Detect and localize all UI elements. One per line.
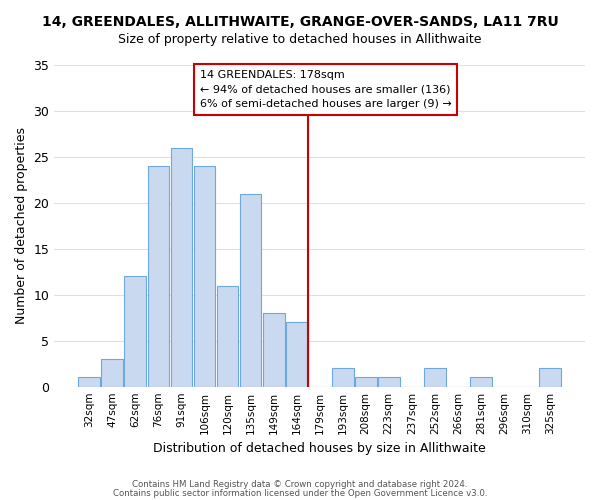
Text: 14, GREENDALES, ALLITHWAITE, GRANGE-OVER-SANDS, LA11 7RU: 14, GREENDALES, ALLITHWAITE, GRANGE-OVER… xyxy=(41,15,559,29)
Bar xyxy=(470,378,492,386)
Bar xyxy=(124,276,146,386)
Bar xyxy=(332,368,353,386)
Bar xyxy=(378,378,400,386)
Bar xyxy=(217,286,238,386)
Text: 14 GREENDALES: 178sqm
← 94% of detached houses are smaller (136)
6% of semi-deta: 14 GREENDALES: 178sqm ← 94% of detached … xyxy=(200,70,452,109)
Bar xyxy=(539,368,561,386)
Bar xyxy=(239,194,262,386)
Y-axis label: Number of detached properties: Number of detached properties xyxy=(15,128,28,324)
Bar xyxy=(355,378,377,386)
Bar xyxy=(263,313,284,386)
X-axis label: Distribution of detached houses by size in Allithwaite: Distribution of detached houses by size … xyxy=(153,442,486,455)
Text: Contains public sector information licensed under the Open Government Licence v3: Contains public sector information licen… xyxy=(113,489,487,498)
Bar xyxy=(170,148,193,386)
Bar xyxy=(79,378,100,386)
Bar xyxy=(424,368,446,386)
Bar xyxy=(101,359,124,386)
Text: Size of property relative to detached houses in Allithwaite: Size of property relative to detached ho… xyxy=(118,32,482,46)
Text: Contains HM Land Registry data © Crown copyright and database right 2024.: Contains HM Land Registry data © Crown c… xyxy=(132,480,468,489)
Bar xyxy=(286,322,308,386)
Bar xyxy=(194,166,215,386)
Bar xyxy=(148,166,169,386)
